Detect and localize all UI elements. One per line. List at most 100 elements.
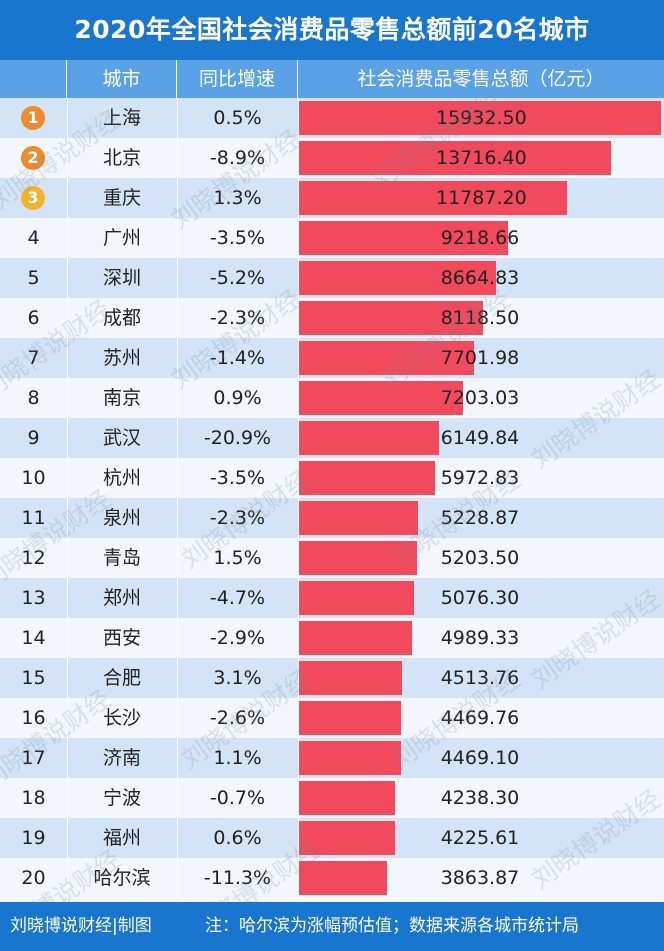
sales-value-label: 7203.03 <box>440 387 520 409</box>
ranking-table: 城市 同比增速 社会消费品零售总额（亿元） 1 上海 0.5% 15932.50 2 北京… <box>0 60 664 902</box>
column-divider <box>67 178 68 218</box>
sales-value-label: 4513.76 <box>440 667 520 689</box>
city-label: 广州 <box>102 227 141 249</box>
city-label: 上海 <box>102 107 141 129</box>
rank-label: 19 <box>21 827 46 849</box>
column-divider <box>67 218 68 258</box>
sales-bar <box>299 301 483 335</box>
sales-bar <box>299 341 474 375</box>
rank-label: 17 <box>21 747 46 769</box>
column-divider <box>298 498 299 538</box>
table-row: 4 广州 -3.5% 9218.66 <box>0 218 664 258</box>
column-divider <box>67 778 68 818</box>
city-label: 泉州 <box>102 507 141 529</box>
column-divider <box>177 738 178 778</box>
column-divider <box>177 338 178 378</box>
growth-label: 0.9% <box>213 387 262 409</box>
column-divider <box>298 818 299 858</box>
table-row: 9 武汉 -20.9% 6149.84 <box>0 418 664 458</box>
column-divider <box>67 298 68 338</box>
table-row: 3 重庆 1.3% 11787.20 <box>0 178 664 218</box>
column-divider <box>298 458 299 498</box>
table-row: 15 合肥 3.1% 4513.76 <box>0 658 664 698</box>
column-divider <box>67 538 68 578</box>
growth-label: -11.3% <box>203 867 272 889</box>
column-divider <box>177 578 178 618</box>
city-label: 济南 <box>102 747 141 769</box>
column-divider <box>298 418 299 458</box>
column-divider <box>67 338 68 378</box>
sales-bar <box>299 541 417 575</box>
sales-bar <box>299 421 439 455</box>
growth-label: -3.5% <box>209 227 266 249</box>
column-divider <box>298 178 299 218</box>
city-label: 武汉 <box>102 427 141 449</box>
sales-bar <box>299 141 611 175</box>
column-divider <box>298 698 299 738</box>
rank-label: 11 <box>21 507 46 529</box>
column-divider <box>298 338 299 378</box>
city-label: 成都 <box>102 307 141 329</box>
column-divider <box>298 98 299 138</box>
growth-label: -4.7% <box>209 587 266 609</box>
footer-note: 注：哈尔滨为涨幅预估值；数据来源各城市统计局 <box>205 916 579 936</box>
table-row: 16 长沙 -2.6% 4469.76 <box>0 698 664 738</box>
column-divider <box>67 378 68 418</box>
column-divider <box>67 458 68 498</box>
column-divider <box>177 498 178 538</box>
growth-label: -2.6% <box>209 707 266 729</box>
rank-label: 15 <box>21 667 46 689</box>
column-divider <box>298 538 299 578</box>
column-divider <box>298 778 299 818</box>
table-row: 5 深圳 -5.2% 8664.83 <box>0 258 664 298</box>
column-divider <box>177 818 178 858</box>
column-divider <box>177 858 178 898</box>
column-divider <box>298 218 299 258</box>
rank-label: 8 <box>27 387 40 409</box>
rank-label: 13 <box>21 587 46 609</box>
sales-bar <box>299 101 661 135</box>
sales-value-label: 4225.61 <box>440 827 520 849</box>
column-divider <box>177 218 178 258</box>
column-divider <box>177 778 178 818</box>
column-divider <box>177 418 178 458</box>
column-divider <box>67 738 68 778</box>
sales-value-label: 4469.10 <box>440 747 520 769</box>
sales-value-label: 15932.50 <box>436 107 527 129</box>
sales-bar <box>299 261 496 295</box>
growth-label: 1.5% <box>213 547 262 569</box>
column-divider <box>67 258 68 298</box>
sales-value-label: 13716.40 <box>436 147 527 169</box>
growth-label: -2.3% <box>209 507 266 529</box>
table-row: 18 宁波 -0.7% 4238.30 <box>0 778 664 818</box>
column-divider <box>177 178 178 218</box>
rank-medal-icon: 3 <box>21 186 45 210</box>
rank-label: 9 <box>27 427 40 449</box>
table-row: 19 福州 0.6% 4225.61 <box>0 818 664 858</box>
footer: 刘晓博说财经|制图 注：哈尔滨为涨幅预估值；数据来源各城市统计局 <box>0 902 664 951</box>
table-row: 2 北京 -8.9% 13716.40 <box>0 138 664 178</box>
rank-medal-icon: 2 <box>21 146 45 170</box>
sales-value-label: 5076.30 <box>440 587 520 609</box>
table-row: 1 上海 0.5% 15932.50 <box>0 98 664 138</box>
rank-label: 18 <box>21 787 46 809</box>
column-divider <box>177 538 178 578</box>
rank-label: 16 <box>21 707 46 729</box>
header-sales: 社会消费品零售总额（亿元） <box>298 60 664 98</box>
column-divider <box>67 698 68 738</box>
sales-value-label: 5228.87 <box>440 507 520 529</box>
sales-value-label: 9218.66 <box>440 227 520 249</box>
column-divider <box>67 498 68 538</box>
rank-label: 6 <box>27 307 40 329</box>
column-divider <box>177 378 178 418</box>
column-divider <box>67 418 68 458</box>
table-header: 城市 同比增速 社会消费品零售总额（亿元） <box>0 60 664 98</box>
sales-bar <box>299 701 401 735</box>
sales-value-label: 8664.83 <box>440 267 520 289</box>
sales-value-label: 8118.50 <box>440 307 520 329</box>
rank-medal-icon: 1 <box>21 106 45 130</box>
column-divider <box>298 578 299 618</box>
city-label: 重庆 <box>102 187 141 209</box>
table-row: 11 泉州 -2.3% 5228.87 <box>0 498 664 538</box>
column-divider <box>177 138 178 178</box>
